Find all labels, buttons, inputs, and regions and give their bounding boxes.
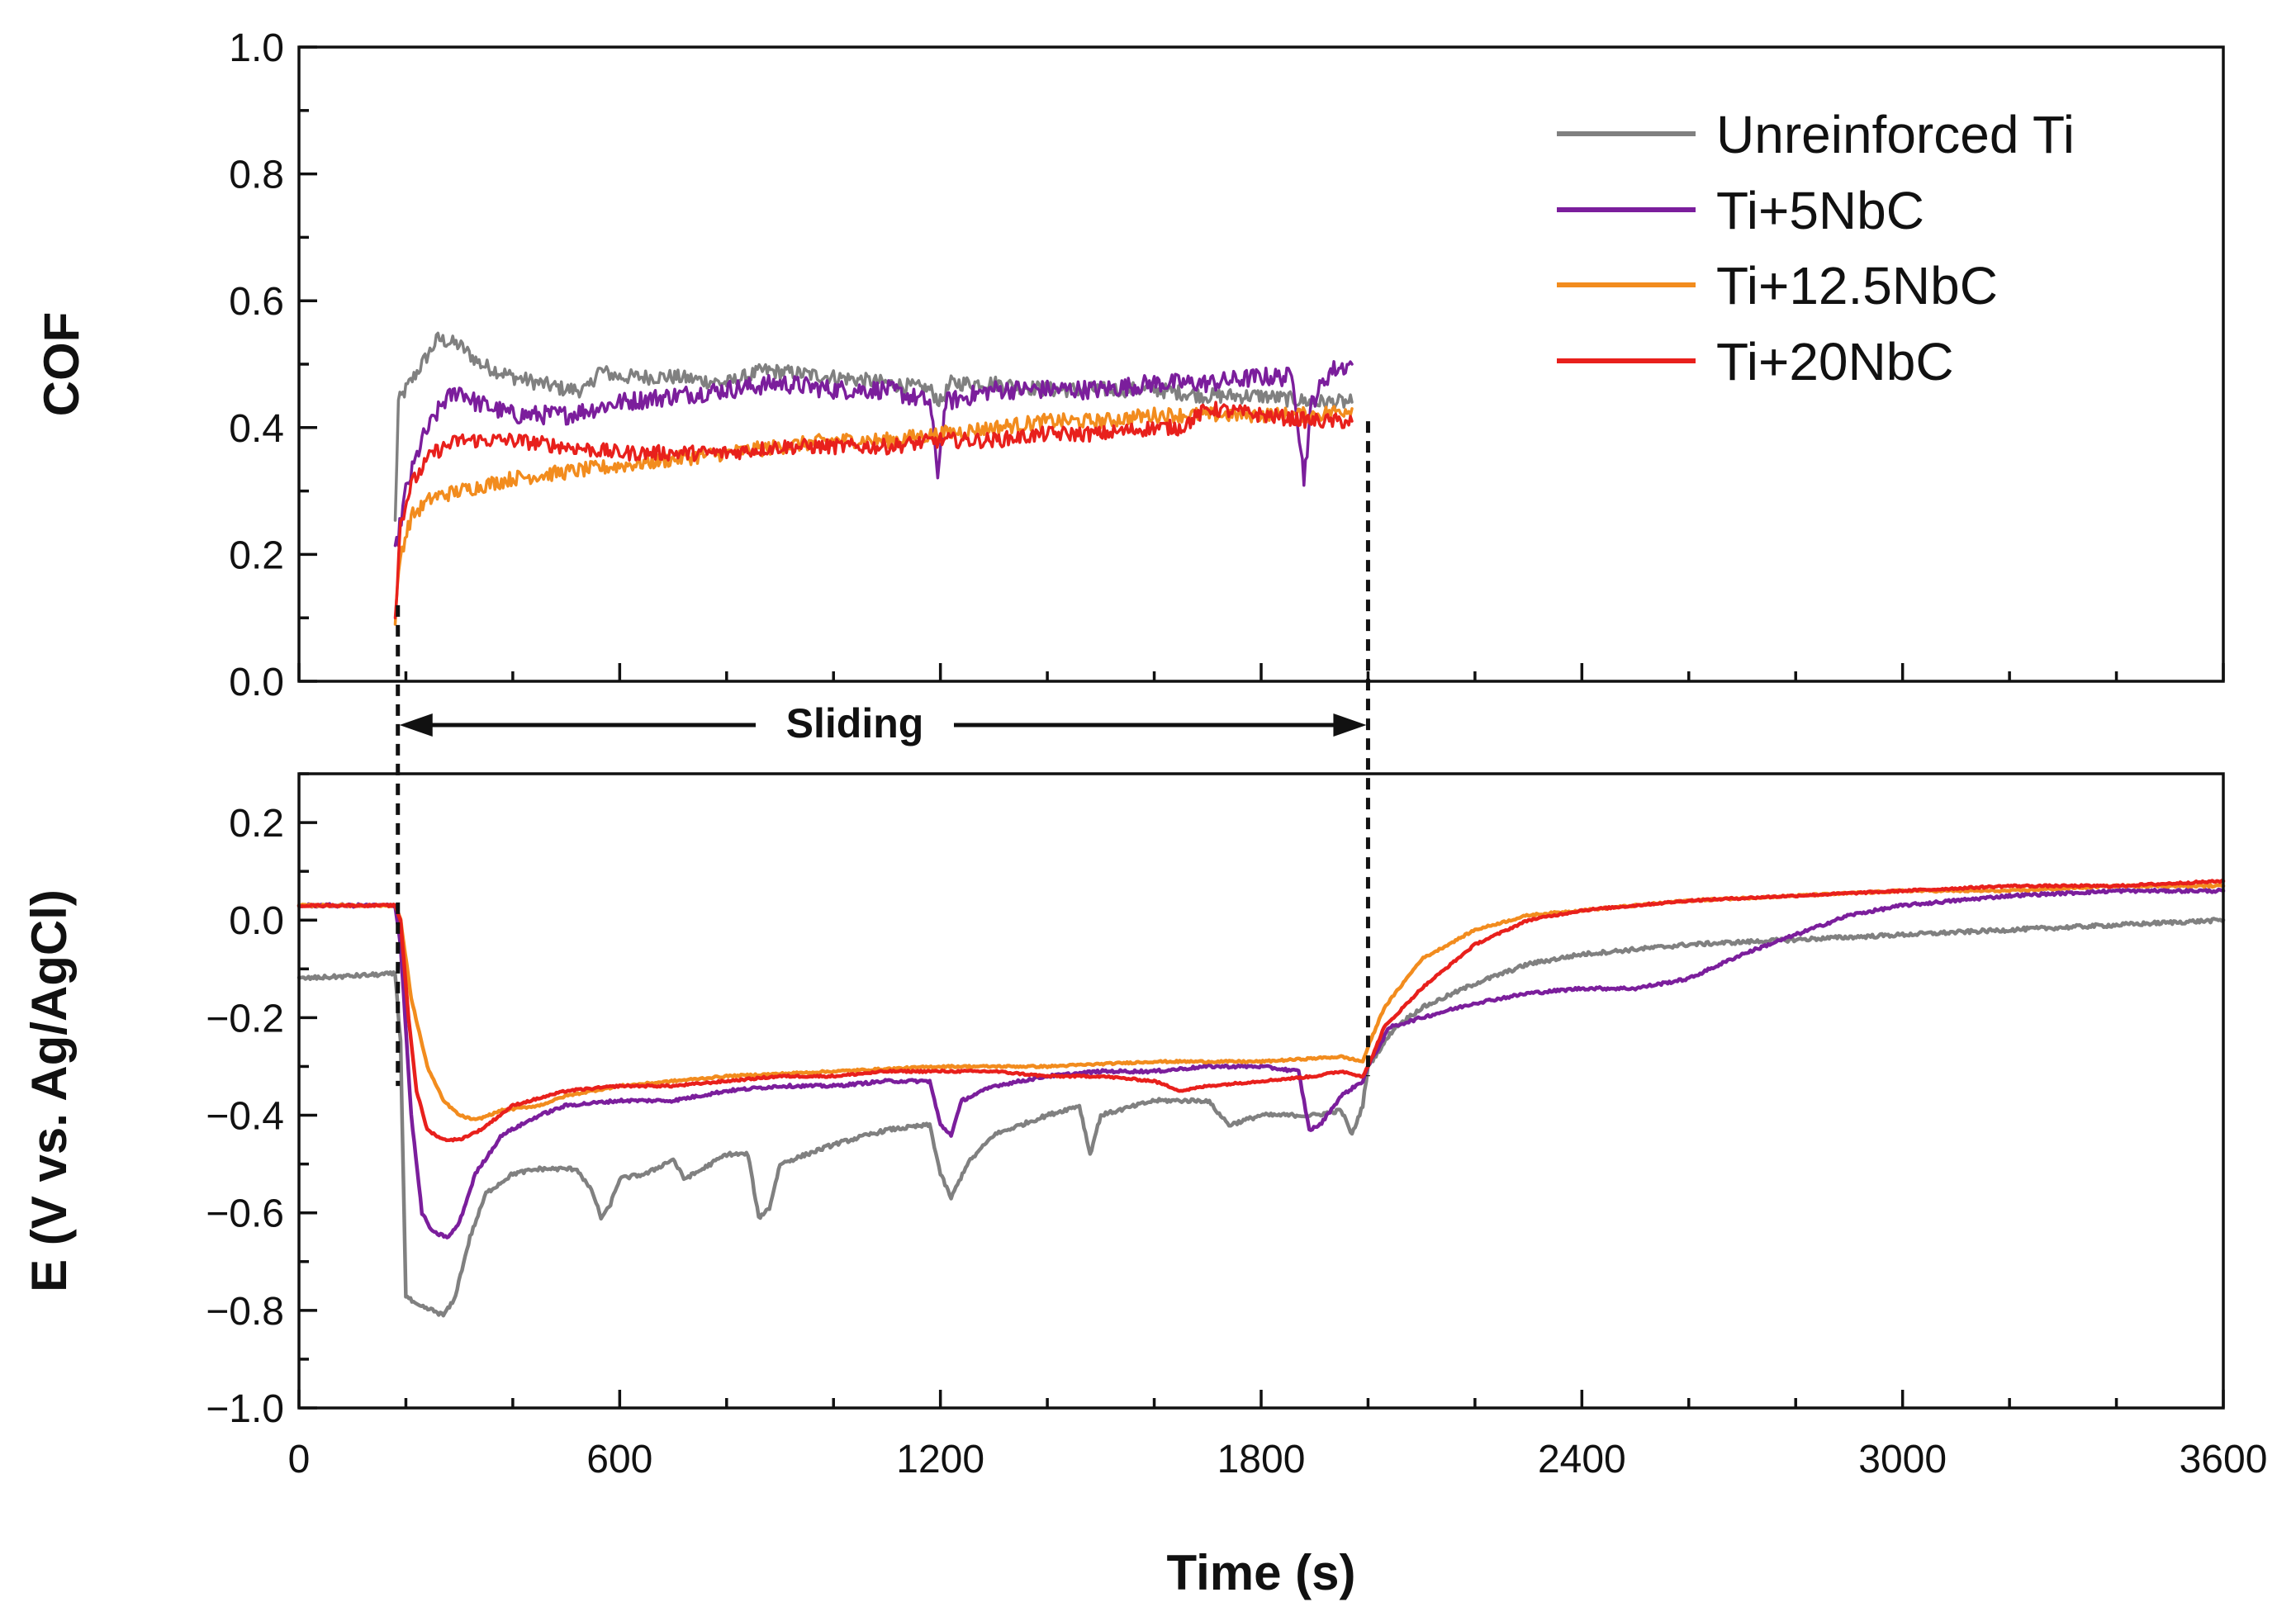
time-x-ticks: 0 600 1200 1800 2400 3000 3600 [288,1390,2268,1481]
time-x-axis-title: Time (s) [1167,1545,1356,1600]
cof-y-axis-title: COF [34,312,89,417]
legend-item-ti-12-5nbc: Ti+12.5NbC [1557,256,1998,315]
y-tick-label: −1.0 [206,1387,284,1431]
x-tick-label: 2400 [1538,1438,1626,1481]
legend-label-ti-20nbc: Ti+20NbC [1716,332,1954,391]
x-tick-label: 0 [288,1438,311,1481]
y-tick-label: 0.0 [229,899,284,943]
x-tick-label: 600 [586,1438,652,1481]
cof-y-ticks: 0.0 0.2 0.4 0.6 0.8 1.0 [229,26,2225,704]
legend-item-ti-5nbc: Ti+5NbC [1557,181,1924,240]
series-line-unreinforced-ti-cof [393,331,1354,522]
potential-series-lines [296,879,2226,1318]
potential-y-ticks: −1.0 −0.8 −0.6 −0.4 −0.2 0.0 0.2 [206,772,317,1431]
x-tick-label: 3600 [2180,1438,2268,1481]
cof-panel: 0.0 0.2 0.4 0.6 0.8 1.0 COF Unreinforced Ti T… [34,26,2225,704]
y-tick-label: 1.0 [229,26,284,70]
legend-label-ti-12-5nbc: Ti+12.5NbC [1716,256,1998,315]
series-line-ti-20nbc-cof [393,401,1354,620]
sliding-annotation: Sliding [396,421,1370,1087]
y-tick-label: 0.2 [229,802,284,846]
y-tick-label: −0.8 [206,1290,284,1334]
y-tick-label: 0.6 [229,280,284,324]
y-tick-label: −0.2 [206,997,284,1040]
y-tick-label: 0.8 [229,154,284,197]
x-tick-label: 3000 [1858,1438,1947,1481]
potential-panel: −1.0 −0.8 −0.6 −0.4 −0.2 0.0 0.2 0 600 1200 1800 2… [21,772,2268,1600]
legend-label-unreinforced-ti: Unreinforced Ti [1716,105,2075,164]
series-line-unreinforced-ti-potential [296,917,2226,1318]
sliding-label: Sliding [786,700,924,747]
series-line-ti-20nbc-potential [296,879,2226,1143]
legend-item-unreinforced-ti: Unreinforced Ti [1557,105,2075,164]
series-line-ti-5nbc-cof [393,360,1354,547]
x-tick-label: 1800 [1217,1438,1306,1481]
y-tick-label: 0.4 [229,407,284,451]
y-tick-label: 0.0 [229,661,284,704]
sliding-arrow-right-head [1333,713,1367,737]
sliding-arrow-left-head [399,713,433,737]
legend-label-ti-5nbc: Ti+5NbC [1716,181,1924,240]
legend: Unreinforced Ti Ti+5NbC Ti+12.5NbC Ti+20… [1557,105,2075,391]
legend-item-ti-20nbc: Ti+20NbC [1557,332,1954,391]
potential-y-axis-title: E (V vs. Ag/AgCl) [21,889,77,1292]
series-line-ti-12-5nbc-cof [393,405,1354,626]
y-tick-label: 0.2 [229,533,284,577]
y-tick-label: −0.4 [206,1095,284,1139]
series-line-ti-12-5nbc-potential [296,883,2226,1121]
series-line-ti-5nbc-potential [296,887,2226,1239]
y-tick-label: −0.6 [206,1192,284,1236]
x-tick-label: 1200 [896,1438,984,1481]
cof-series-lines [393,331,1354,626]
